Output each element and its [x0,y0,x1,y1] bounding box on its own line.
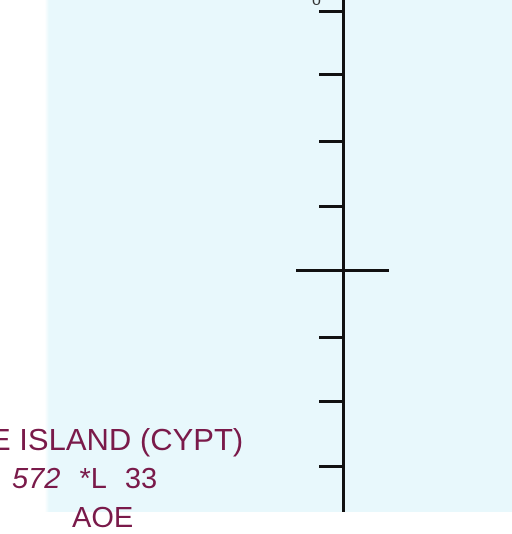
coastline [45,0,49,512]
scale-major-tick [296,269,389,272]
airport-runway-length: 33 [124,463,158,495]
airport-frequency: AOE [72,502,134,534]
airport-elevation: 572 [12,463,61,495]
airport-lighting: *L [79,463,106,495]
scale-tick [319,205,343,208]
scale-tick [319,400,343,403]
map-symbol-fragment: o [312,0,321,9]
airport-info: 572 *L 33 [12,465,157,494]
scale-tick [319,140,343,143]
longitude-scale-line [342,0,345,512]
scale-tick [319,465,343,468]
airport-name: E ISLAND (CYPT) [0,422,244,457]
scale-tick [319,10,343,13]
scale-tick [319,73,343,76]
scale-tick [319,336,343,339]
water-area [47,0,512,512]
